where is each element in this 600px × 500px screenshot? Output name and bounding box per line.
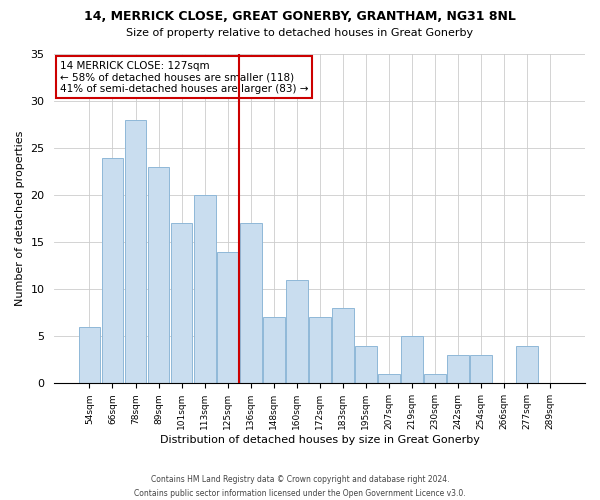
X-axis label: Distribution of detached houses by size in Great Gonerby: Distribution of detached houses by size …	[160, 435, 479, 445]
Bar	[101, 158, 124, 384]
Bar	[447, 355, 469, 384]
Bar	[170, 224, 193, 384]
Bar	[125, 120, 146, 384]
Text: 14, MERRICK CLOSE, GREAT GONERBY, GRANTHAM, NG31 8NL: 14, MERRICK CLOSE, GREAT GONERBY, GRANTH…	[84, 10, 516, 23]
Bar	[378, 374, 400, 384]
Bar	[516, 346, 538, 384]
Bar	[355, 346, 377, 384]
Bar	[263, 318, 284, 384]
Bar	[424, 374, 446, 384]
Bar	[194, 195, 215, 384]
Text: 14 MERRICK CLOSE: 127sqm
← 58% of detached houses are smaller (118)
41% of semi-: 14 MERRICK CLOSE: 127sqm ← 58% of detach…	[60, 60, 308, 94]
Bar	[148, 167, 169, 384]
Bar	[470, 355, 492, 384]
Bar	[217, 252, 239, 384]
Bar	[401, 336, 423, 384]
Text: Size of property relative to detached houses in Great Gonerby: Size of property relative to detached ho…	[127, 28, 473, 38]
Y-axis label: Number of detached properties: Number of detached properties	[15, 131, 25, 306]
Bar	[79, 327, 100, 384]
Bar	[239, 224, 262, 384]
Bar	[286, 280, 308, 384]
Text: Contains HM Land Registry data © Crown copyright and database right 2024.
Contai: Contains HM Land Registry data © Crown c…	[134, 476, 466, 498]
Bar	[309, 318, 331, 384]
Bar	[332, 308, 353, 384]
